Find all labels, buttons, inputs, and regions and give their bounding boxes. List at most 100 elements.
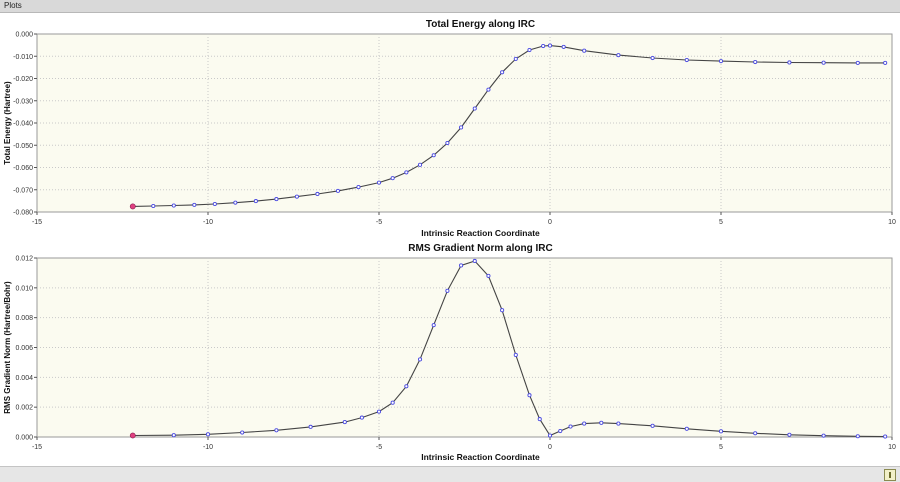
chart1-x-tick-label: 0 [548, 219, 552, 226]
chart2-group: -15 -10 -5 0 5 10 0.012 0.010 0.008 0.006 0.004 0.0… [3, 243, 896, 462]
chart1-data-point [753, 59, 758, 65]
chart1-data-point [472, 106, 477, 111]
chart1-data-point [547, 43, 553, 48]
window-title: Plots [4, 1, 22, 10]
chart2-data-point [855, 434, 860, 439]
chart2-data-point [205, 432, 211, 437]
chart2-data-point [821, 433, 826, 438]
chart1-data-point [404, 170, 409, 175]
chart1-y-tick-label: -0.060 [13, 165, 33, 172]
chart2-title: RMS Gradient Norm along IRC [408, 243, 552, 254]
chart1-x-tick-label: -15 [32, 219, 42, 226]
chart1-data-point [274, 197, 279, 202]
chart1-x-axis-label: Intrinsic Reaction Coordinate [421, 228, 540, 238]
chart2-data-point [486, 273, 491, 278]
chart2-data-point [753, 431, 758, 436]
chart2-data-point [445, 288, 450, 293]
chart1-y-tick-label: -0.080 [13, 210, 33, 217]
chart1-data-point [253, 199, 258, 204]
chart2-data-point [537, 417, 542, 422]
status-bar [0, 466, 900, 482]
irc-plots: -15 -10 -5 0 5 10 0.000 -0.010 -0.020 -0.030 -0.04… [3, 19, 896, 462]
chart2-y-tick-label: 0.012 [15, 256, 33, 263]
chart1-data-point [417, 162, 423, 167]
chart2-x-tick-label: 10 [888, 444, 896, 451]
chart1-x-tick-label: 5 [719, 219, 723, 226]
chart1-data-point [192, 202, 197, 207]
chart1-y-tick-label: -0.030 [13, 98, 33, 105]
chart1-data-point [541, 43, 546, 49]
chart2-data-point [342, 420, 347, 425]
chart2-data-point [376, 409, 382, 414]
chart1-data-point [315, 191, 320, 197]
chart2-x-axis-label: Intrinsic Reaction Coordinate [421, 452, 540, 462]
chart2-y-tick-label: 0.008 [15, 315, 33, 322]
chart2-x-tick-label: 5 [719, 444, 723, 451]
chart1-data-point [431, 153, 436, 158]
chart2-data-point [472, 258, 477, 264]
chart1-y-axis-label: Total Energy (Hartree) [3, 81, 12, 165]
chart1-data-point [616, 53, 621, 58]
chart1-data-point [650, 55, 655, 61]
chart2-data-point [359, 415, 364, 420]
chart1-data-point [486, 87, 491, 92]
chart2-data-point [568, 424, 573, 429]
chart2-data-point [390, 400, 395, 405]
chart1-data-point [212, 201, 217, 207]
chart2-data-point [547, 433, 553, 438]
chart2-data-point [527, 393, 532, 398]
chart2-data-point [417, 357, 423, 362]
chart1-data-point [527, 47, 532, 53]
chart1-data-point [390, 176, 395, 181]
chart1-data-point [513, 56, 518, 61]
chart1-y-tick-label: -0.070 [13, 187, 33, 194]
chart2-y-tick-label: 0.000 [15, 435, 33, 442]
chart2-data-point [650, 423, 655, 428]
chart2-y-tick-label: 0.002 [15, 405, 33, 412]
window-titlebar: Plots [0, 0, 900, 13]
chart2-data-point [431, 323, 436, 328]
chart1-data-point [883, 60, 888, 65]
chart1-y-tick-label: 0.000 [15, 32, 33, 39]
chart1-data-point [787, 60, 792, 65]
chart1-data-point [151, 203, 156, 209]
chart2-data-point [718, 429, 724, 434]
chart2-y-axis-label: RMS Gradient Norm (Hartree/Bohr) [3, 281, 12, 414]
chart1-title: Total Energy along IRC [426, 19, 535, 30]
chart2-data-point [787, 432, 792, 437]
chart2-x-tick-label: 0 [548, 444, 552, 451]
chart2-data-point [558, 428, 563, 434]
chart1-data-point [855, 60, 860, 65]
chart1-data-point [459, 125, 464, 130]
plot-area: -15 -10 -5 0 5 10 0.000 -0.010 -0.020 -0.030 -0.04… [0, 13, 900, 466]
chart1-x-tick-label: -10 [203, 219, 213, 226]
chart2-x-tick-label: -5 [376, 444, 382, 451]
chart1-data-point [500, 70, 505, 75]
chart2-y-tick-label: 0.010 [15, 285, 33, 292]
chart2-data-point [684, 426, 689, 431]
chart1-data-point [582, 48, 587, 53]
chart1-data-point [376, 180, 382, 185]
chart1-highlight-point [129, 203, 136, 210]
chart1-y-tick-label: -0.010 [13, 54, 33, 61]
chart1-x-tick-label: -5 [376, 219, 382, 226]
chart1-data-point [335, 188, 341, 193]
chart1-data-point [684, 57, 689, 63]
chart1-data-point [445, 140, 450, 146]
chart2-data-point [459, 263, 464, 268]
chart1-y-tick-label: -0.050 [13, 143, 33, 150]
chart1-data-point [233, 200, 238, 205]
chart2-data-point [582, 421, 587, 426]
chart2-data-point [500, 308, 505, 313]
chart2-data-point [599, 420, 604, 425]
chart1-data-point [718, 59, 724, 64]
resize-grip-icon[interactable] [884, 469, 896, 481]
chart2-x-tick-label: -15 [32, 444, 42, 451]
chart2-y-tick-label: 0.006 [15, 345, 33, 352]
chart2-plot-frame [36, 257, 893, 438]
chart2-data-point [513, 352, 518, 358]
chart1-data-point [294, 194, 299, 199]
chart1-data-point [561, 44, 566, 49]
chart2-data-point [308, 424, 313, 429]
chart1-y-tick-label: -0.020 [13, 76, 33, 83]
